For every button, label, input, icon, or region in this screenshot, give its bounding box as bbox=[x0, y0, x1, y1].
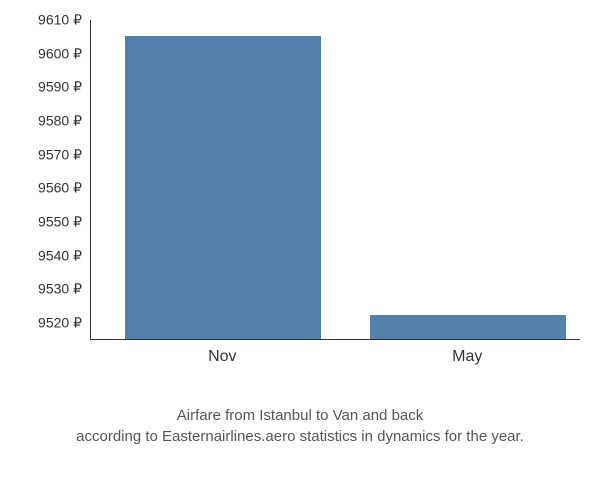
plot-area bbox=[90, 20, 580, 340]
y-tick-label: 9600 ₽ bbox=[38, 45, 82, 62]
y-tick-label: 9560 ₽ bbox=[38, 180, 82, 197]
y-tick-label: 9530 ₽ bbox=[38, 281, 82, 298]
y-tick-label: 9570 ₽ bbox=[38, 146, 82, 163]
bar-nov bbox=[125, 36, 321, 339]
x-label-may: May bbox=[452, 348, 482, 366]
y-tick-label: 9550 ₽ bbox=[38, 214, 82, 231]
y-tick-label: 9580 ₽ bbox=[38, 113, 82, 130]
y-tick-label: 9540 ₽ bbox=[38, 247, 82, 264]
y-tick-label: 9610 ₽ bbox=[38, 12, 82, 29]
bar-may bbox=[370, 315, 566, 339]
airfare-bar-chart: 9520 ₽ 9530 ₽ 9540 ₽ 9550 ₽ 9560 ₽ 9570 ₽ 9580… bbox=[20, 20, 580, 400]
chart-caption: Airfare from Istanbul to Van and back ac… bbox=[0, 405, 600, 447]
caption-line-1: Airfare from Istanbul to Van and back bbox=[0, 405, 600, 426]
y-tick-label: 9520 ₽ bbox=[38, 315, 82, 332]
x-axis-labels: Nov May bbox=[90, 348, 580, 378]
caption-line-2: according to Easternairlines.aero statis… bbox=[0, 426, 600, 447]
y-tick-label: 9590 ₽ bbox=[38, 79, 82, 96]
x-label-nov: Nov bbox=[208, 348, 236, 366]
y-axis: 9520 ₽ 9530 ₽ 9540 ₽ 9550 ₽ 9560 ₽ 9570 ₽ 9580… bbox=[20, 20, 90, 340]
